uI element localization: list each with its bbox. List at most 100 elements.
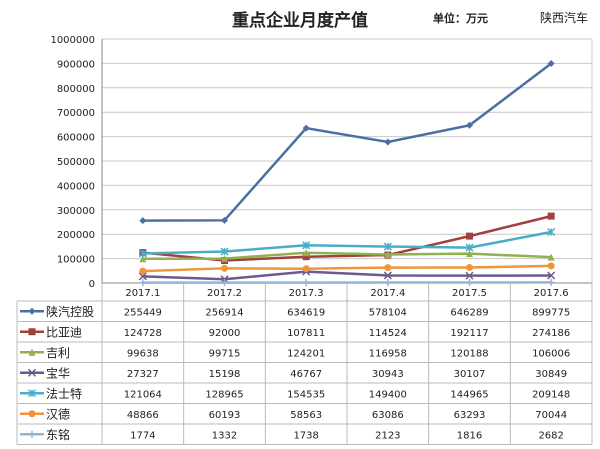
- table-cell: 121064: [124, 389, 162, 400]
- table-cell: 107811: [287, 328, 325, 339]
- table-cell: 116958: [369, 348, 407, 359]
- data-point: [302, 265, 310, 273]
- data-point: [139, 279, 147, 287]
- table-cell: 27327: [127, 369, 159, 380]
- y-tick-label: 600000: [57, 133, 95, 144]
- data-point: [138, 249, 147, 258]
- data-point: [547, 278, 555, 286]
- table-cell: 63086: [372, 410, 404, 421]
- y-tick-label: 800000: [57, 84, 95, 95]
- legend-label: 汉德: [46, 406, 70, 421]
- table-cell: 106006: [532, 348, 570, 359]
- y-tick-label: 900000: [57, 59, 95, 70]
- table-cell: 120188: [450, 348, 488, 359]
- table-cell: 1332: [212, 430, 237, 441]
- data-point: [384, 138, 392, 146]
- table-cell: 30107: [454, 369, 486, 380]
- legend-label: 宝华: [46, 366, 70, 380]
- table-cell: 128965: [205, 389, 243, 400]
- data-point: [466, 264, 473, 272]
- data-point: [302, 124, 310, 132]
- x-category-label: 2017.1: [125, 288, 160, 299]
- table-cell: 899775: [532, 307, 570, 318]
- legend-marker: [28, 348, 36, 356]
- table-cell: 209148: [532, 389, 570, 400]
- table-cell: 15198: [209, 369, 241, 380]
- data-point: [221, 279, 228, 287]
- y-tick-label: 100000: [57, 255, 95, 266]
- legend-label: 东铭: [46, 427, 70, 442]
- table-cell: 30849: [535, 369, 567, 380]
- watermark: 陕西汽车: [540, 10, 588, 25]
- data-point: [547, 212, 555, 220]
- data-point: [547, 59, 555, 67]
- x-category-label: 2017.3: [289, 288, 324, 299]
- data-point: [465, 271, 474, 280]
- data-point: [221, 264, 228, 272]
- data-point: [383, 271, 392, 280]
- data-point: [384, 278, 392, 286]
- legend-marker: [28, 430, 36, 438]
- table-cell: 1774: [130, 430, 155, 441]
- table-cell: 274186: [532, 328, 570, 339]
- data-point: [302, 241, 311, 250]
- table-cell: 70044: [535, 410, 567, 421]
- legend-marker: [27, 368, 37, 377]
- table-cell: 99638: [127, 348, 159, 359]
- table-cell: 256914: [205, 307, 243, 318]
- data-point: [302, 249, 310, 257]
- table-cell: 2682: [538, 430, 563, 441]
- table-cell: 46767: [290, 369, 322, 380]
- unit-label: 单位：万元: [433, 12, 488, 25]
- data-point: [302, 279, 310, 287]
- table-cell: 124728: [124, 328, 162, 339]
- table-cell: 58563: [290, 410, 322, 421]
- table-cell: 192117: [450, 328, 488, 339]
- y-tick-label: 200000: [57, 230, 95, 241]
- table-cell: 60193: [209, 410, 241, 421]
- table-cell: 63293: [454, 410, 486, 421]
- data-point: [547, 253, 555, 261]
- table-cell: 578104: [369, 307, 407, 318]
- data-point: [138, 272, 147, 281]
- legend-label: 比亚迪: [46, 325, 82, 339]
- data-point: [466, 279, 473, 287]
- data-point: [547, 262, 555, 270]
- data-point: [466, 250, 473, 258]
- data-point: [547, 271, 556, 280]
- table-cell: 646289: [450, 307, 488, 318]
- y-tick-label: 300000: [57, 206, 95, 217]
- table-cell: 2123: [375, 430, 400, 441]
- y-tick-label: 700000: [57, 108, 95, 119]
- x-category-label: 2017.2: [207, 288, 242, 299]
- data-point: [384, 264, 392, 272]
- table-cell: 124201: [287, 348, 325, 359]
- legend-marker: [27, 389, 37, 398]
- legend-marker: [28, 410, 36, 418]
- legend-label: 吉利: [46, 346, 70, 360]
- legend-marker: [28, 307, 36, 315]
- x-category-label: 2017.4: [370, 288, 405, 299]
- x-category-label: 2017.5: [452, 288, 487, 299]
- x-category-label: 2017.6: [534, 288, 569, 299]
- table-cell: 154535: [287, 389, 325, 400]
- data-point: [383, 242, 392, 251]
- data-point: [466, 121, 473, 129]
- y-tick-label: 400000: [57, 181, 95, 192]
- data-point: [466, 232, 473, 240]
- series-line-5: [142, 230, 552, 255]
- data-point: [221, 216, 228, 224]
- data-point: [139, 267, 147, 275]
- table-cell: 1816: [457, 430, 482, 441]
- data-point: [465, 243, 474, 252]
- table-cell: 634619: [287, 307, 325, 318]
- data-point: [139, 255, 147, 263]
- data-point: [139, 217, 147, 225]
- table-cell: 149400: [369, 389, 407, 400]
- series-line-4: [142, 270, 552, 281]
- table-cell: 48866: [127, 410, 159, 421]
- legend-marker: [28, 328, 36, 336]
- data-point: [302, 253, 310, 261]
- legend-label: 陕汽控股: [46, 304, 94, 319]
